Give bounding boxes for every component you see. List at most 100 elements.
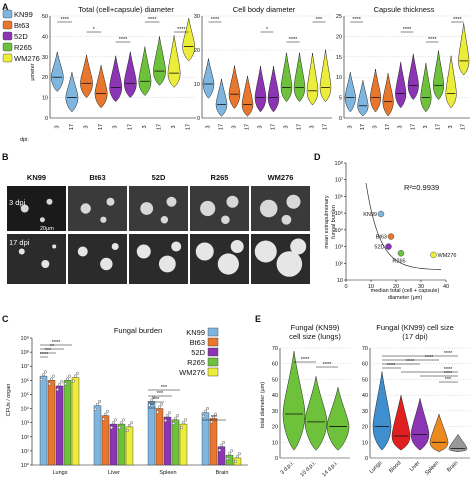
y-tick-label: 10⁵ [21,391,29,398]
data-point [219,443,223,447]
y-tick-label: 50 [362,377,368,383]
panel-e-right-title-1: Fungal (KN99) cell size [376,323,454,332]
column-header-52d: 52D [152,173,166,182]
micrograph-3dpi-wm276 [251,186,310,231]
x-tick-label: 3 [258,125,264,128]
x-tick-label-lungs: Lungs [53,470,68,476]
significance-stars: **** [444,367,453,373]
y-tick-label: 50 [272,377,278,383]
micrograph-3dpi-52d [129,186,188,231]
x-tick-label: 3 [310,125,316,128]
x-tick-label: 0 [344,284,347,290]
y-tick-label: 20 [194,48,200,54]
y-tick-label: 40 [362,393,368,399]
x-tick-label: 3 [398,125,404,128]
data-point [179,426,183,430]
legend-label-bt63: Bt63 [190,338,205,347]
significance-stars: **** [289,37,298,43]
legend-label-r265: R265 [14,43,32,52]
y-tick-label: 10¹ [21,449,29,455]
legend-swatch-52d [2,31,13,41]
bar-spleen-r265 [171,419,180,466]
violin-bt63-d3 [228,65,241,109]
significance-stars: *** [211,415,218,421]
violin-brain [448,433,468,452]
cell [286,194,301,209]
bar-spleen-wm276 [179,423,188,466]
point-label-wm276: WM276 [438,253,457,259]
significance-stars: ** [150,403,155,409]
y-tick-label: 10⁵ [335,210,343,217]
panel-e-left-title-2: cell size (lungs) [289,332,341,341]
data-point [40,378,44,382]
data-point [147,403,151,407]
cell [77,246,88,257]
cell [171,241,182,252]
significance-stars: **** [40,352,49,358]
bar-brain-bt63 [209,418,218,466]
panel-e-left-title-1: Fungal (KN99) [291,323,340,332]
micrograph-3dpi-bt63 [68,186,127,231]
x-tick-label: 3 [373,125,379,128]
bar-brain-kn99 [201,412,210,466]
cell [39,217,45,223]
panel-b-letter: B [2,152,9,162]
y-tick-label: 10² [335,261,343,267]
data-point [211,415,215,419]
y-tick-label: 10³ [21,421,29,427]
data-point [119,421,123,425]
y-tick-label: 60 [272,362,278,368]
legend-label-52d: 52D [14,32,28,41]
violin-r265-d3 [280,52,293,103]
violin-bt63-d17 [94,64,108,109]
data-point [63,382,67,386]
legend-label-wm276: WM276 [179,368,205,377]
column-header-r265: R265 [211,173,229,182]
panel-d-xlabel-1: median total (cell + capsule) [371,288,440,294]
violin-52d-d17 [267,65,280,113]
significance-stars: **** [211,17,220,23]
y-tick-label: 40 [272,393,278,399]
data-point [157,405,161,409]
significance-stars: **** [444,351,453,357]
x-tick-label: 17 [245,124,251,130]
cell [195,242,214,261]
x-tick-label: 17 [127,124,133,130]
data-point [171,421,175,425]
x-tick-label: 17 [297,124,303,130]
x-tick-label: 3 d.p.i. [279,460,295,476]
y-tick-label: 0 [197,116,200,122]
y-tick-label: 15 [336,55,342,61]
data-point [121,418,125,422]
data-point [125,428,129,432]
x-tick-label: 3 [232,125,238,128]
point-kn99 [377,210,385,218]
data-point [113,418,117,422]
x-tick-label: 10 d.p.i. [299,460,317,478]
data-point [52,374,56,378]
point-label-bt63: Bt63 [376,235,387,241]
y-tick-label: 30 [42,55,48,61]
bar-lungs-52d [55,385,64,466]
violin-bt63-d3 [369,69,382,113]
cell [281,214,292,225]
x-tick-label: 17 [410,124,416,130]
x-tick-label: 3 [171,125,177,128]
micrograph-17dpi-kn99 [7,234,66,284]
violin-52d-d3 [254,65,267,113]
x-tick-label: 3 [423,125,429,128]
panel-d-r2: R²=0.9939 [404,183,439,192]
panel-b: B KN99 Bt63 52D R265 WM276 3 dpi 17 dpi 20μm [2,152,310,284]
panel-e-letter: E [255,314,261,324]
cell [290,238,307,255]
legend-swatch-r265 [2,42,13,52]
column-header-bt63: Bt63 [89,173,105,182]
x-tick-label: 17 [461,124,467,130]
violin-wm276-d17 [458,23,470,76]
cell [140,202,154,215]
x-tick-label: 10 [368,284,374,290]
y-tick-label: 20 [272,425,278,431]
